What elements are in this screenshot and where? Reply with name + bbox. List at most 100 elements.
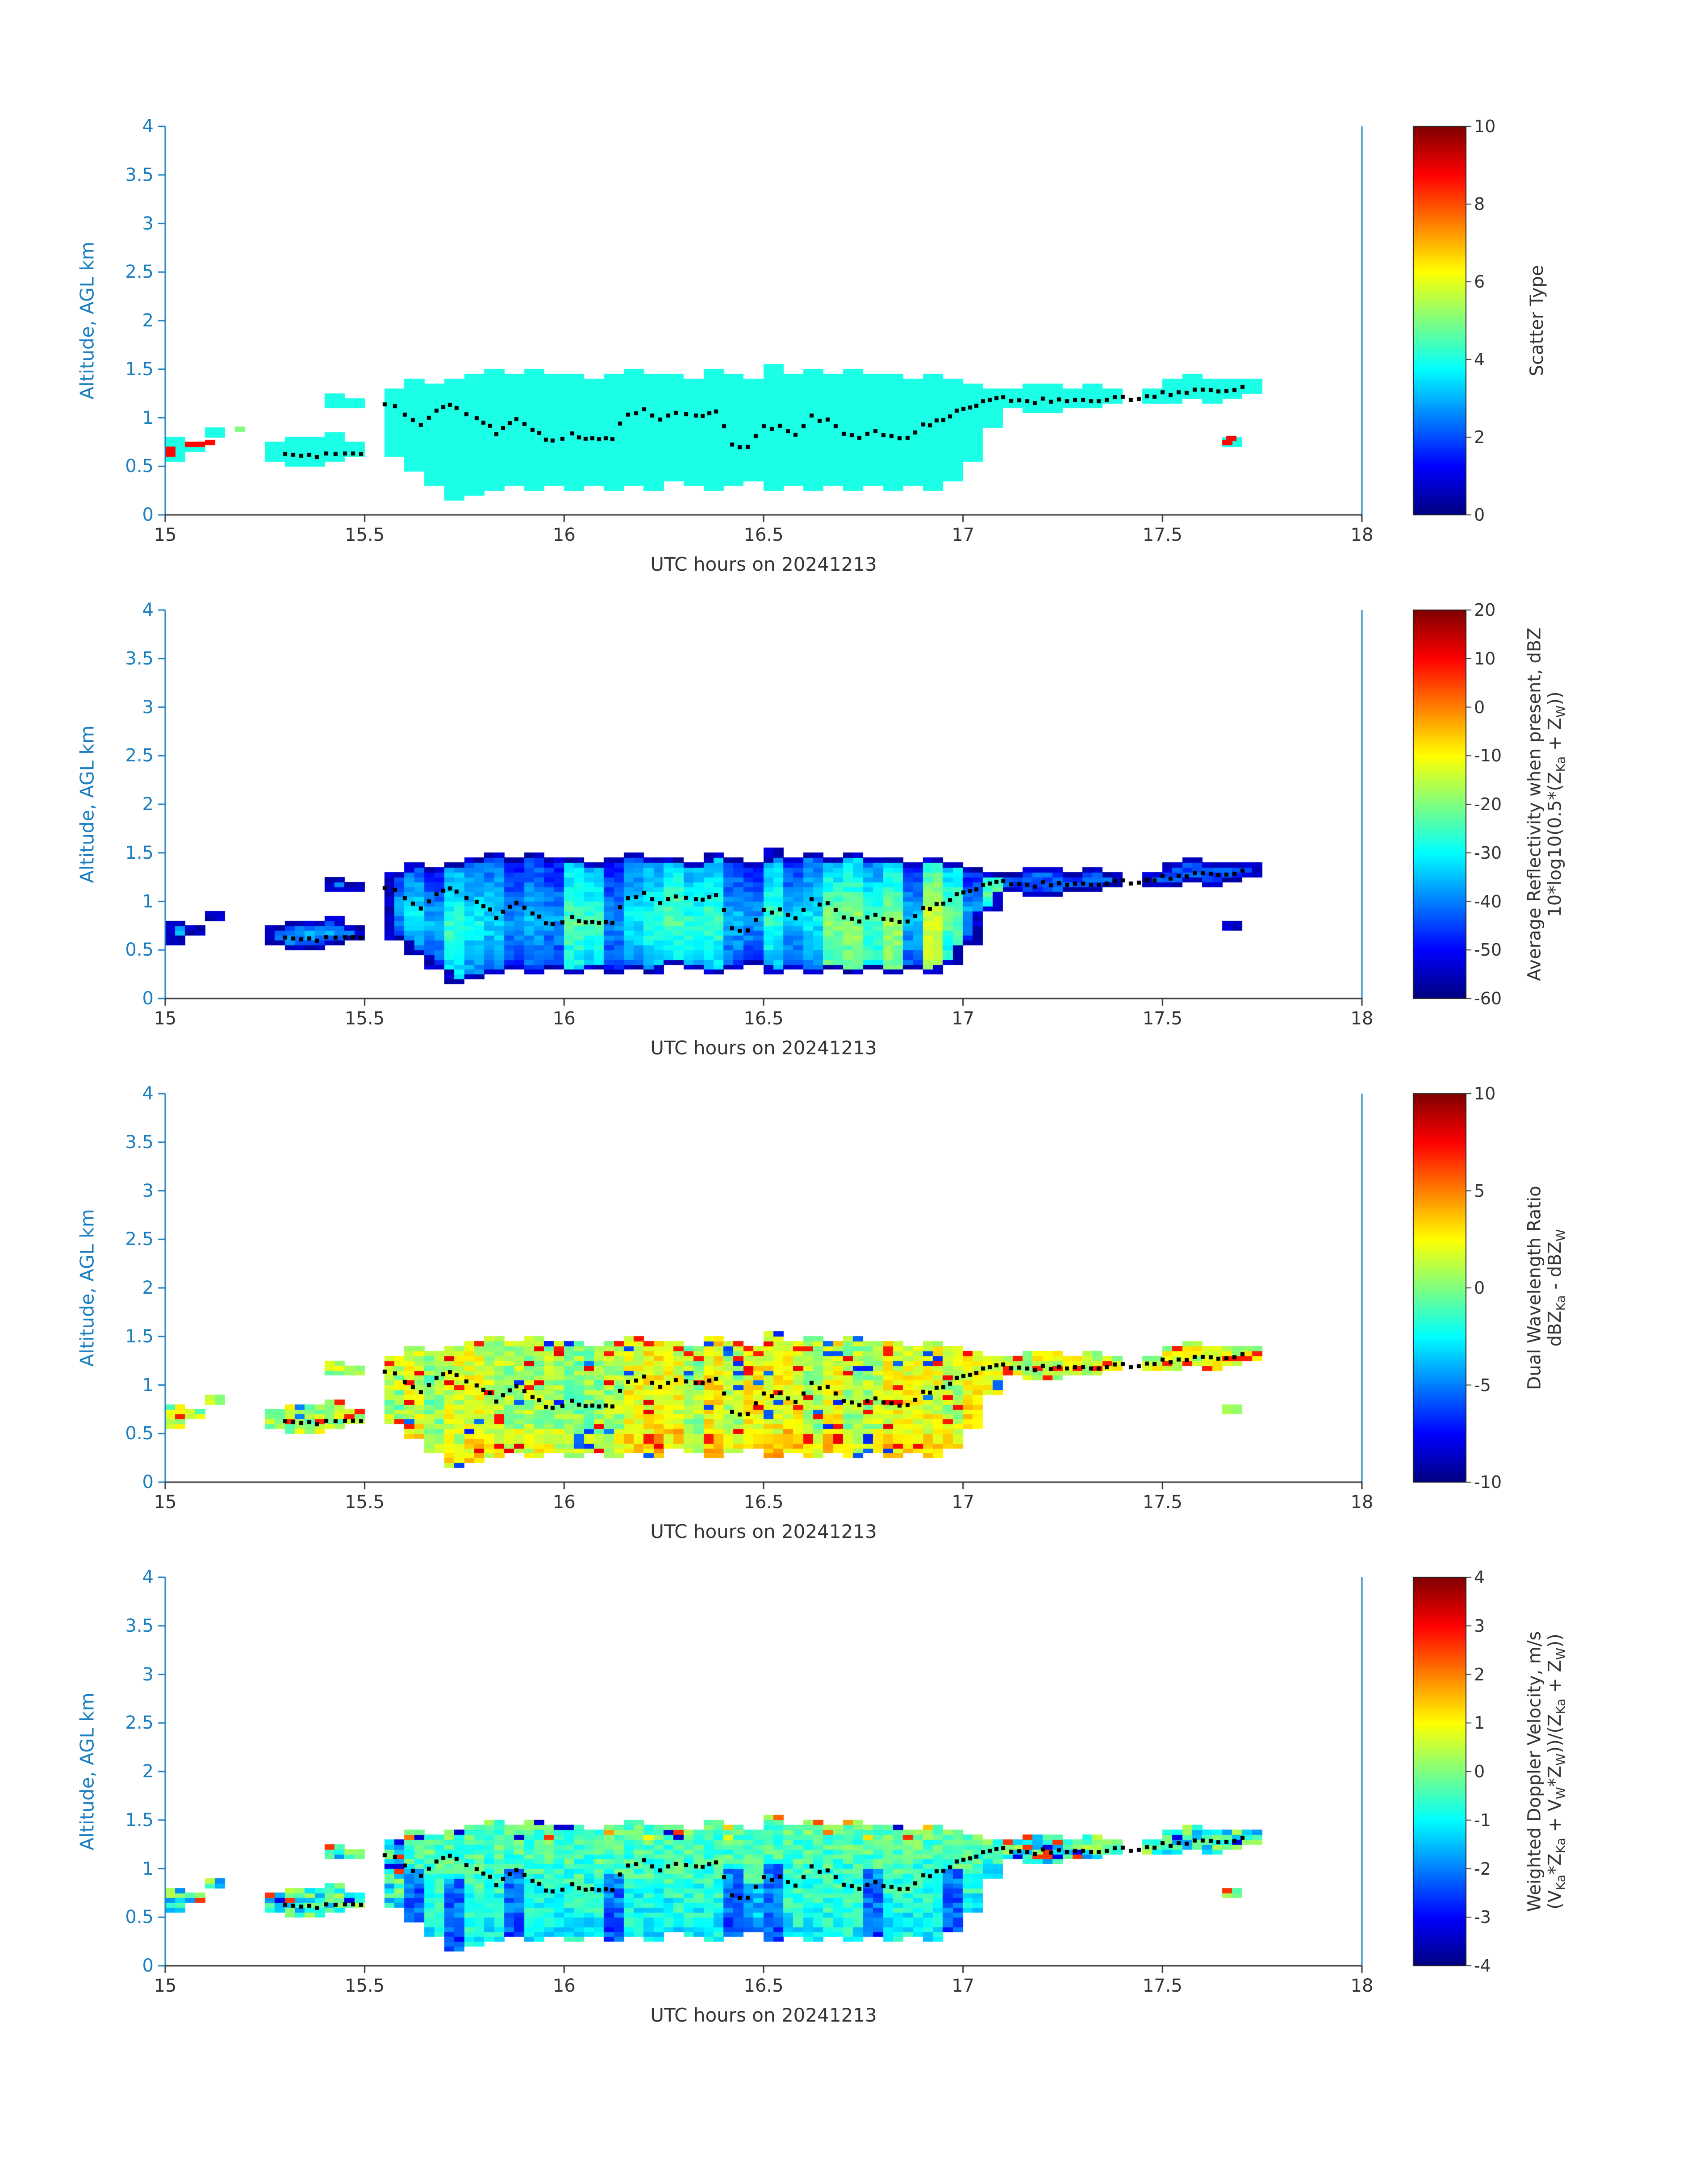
y-axis-label: Altitude, AGL km (76, 725, 98, 883)
x-tick-label: 16 (552, 525, 576, 545)
colorbar-label: Weighted Doppler Velocity, m/s (VKa*ZKa +… (1524, 1631, 1568, 1912)
colorbar-tick-label: -3 (1474, 1907, 1491, 1927)
y-tick-label: 4 (142, 116, 154, 137)
colorbar-tick-label: 10 (1474, 1084, 1496, 1103)
y-tick-label: 4 (142, 1083, 154, 1104)
colorbar-tick-label: 4 (1474, 1567, 1485, 1587)
y-tick-label: 1.5 (125, 1809, 154, 1830)
colorbar-tick-label: 0 (1474, 505, 1485, 525)
y-tick-label: 2 (142, 1278, 154, 1298)
y-axis-label: Altitude, AGL km (76, 1692, 98, 1851)
colorbar-tick-label: -40 (1474, 891, 1502, 911)
x-tick-label: 16 (552, 1976, 576, 1996)
colorbar-tick-label: -30 (1474, 843, 1502, 863)
y-tick-label: 2 (142, 794, 154, 815)
x-tick-label: 17 (952, 525, 975, 545)
y-tick-label: 3 (142, 213, 154, 234)
x-tick-label: 15 (154, 1976, 177, 1996)
x-tick-label: 17.5 (1142, 1976, 1182, 1996)
colorbar-tick-label: 2 (1474, 1664, 1485, 1684)
x-tick-label: 16.5 (743, 1976, 784, 1996)
x-tick-label: 16 (552, 1492, 576, 1513)
colorbar-tick-label: -5 (1474, 1375, 1491, 1395)
colorbar-tick-label: -4 (1474, 1956, 1491, 1976)
colorbar-tick-label: 20 (1474, 600, 1496, 620)
colorbar-tick-label: -10 (1474, 1472, 1502, 1492)
x-tick-label: 16.5 (743, 525, 784, 545)
colorbar-label: Average Reflectivity when present, dBZ 10… (1524, 627, 1568, 981)
x-tick-label: 18 (1350, 525, 1374, 545)
colorbar-tick-label: 0 (1474, 1278, 1485, 1298)
x-tick-label: 15 (154, 1492, 177, 1513)
y-tick-label: 3 (142, 697, 154, 718)
x-tick-label: 17.5 (1142, 525, 1182, 545)
y-tick-label: 1.5 (125, 842, 154, 863)
colorbar-tick-label: -10 (1474, 746, 1502, 766)
x-tick-label: 18 (1350, 1492, 1374, 1513)
colorbar-tick-label: 10 (1474, 648, 1496, 669)
x-tick-label: 15.5 (345, 1008, 385, 1029)
y-tick-label: 0.5 (125, 1423, 154, 1444)
y-tick-label: 3.5 (125, 648, 154, 669)
colorbar-tick-label: 8 (1474, 194, 1485, 214)
y-tick-label: 0.5 (125, 1907, 154, 1928)
x-tick-label: 18 (1350, 1976, 1374, 1996)
x-axis-label: UTC hours on 20241213 (650, 1521, 877, 1542)
y-tick-label: 2.5 (125, 1713, 154, 1734)
colorbar-label: Scatter Type (1527, 265, 1547, 376)
x-tick-label: 17 (952, 1008, 975, 1029)
y-tick-label: 3 (142, 1664, 154, 1685)
colorbar-tick-label: 2 (1474, 427, 1485, 447)
x-tick-label: 15 (154, 525, 177, 545)
y-tick-label: 4 (142, 1567, 154, 1588)
x-tick-label: 15 (154, 1008, 177, 1029)
colorbar-tick-label: -50 (1474, 940, 1502, 960)
y-tick-label: 2.5 (125, 745, 154, 766)
y-tick-label: 3 (142, 1180, 154, 1201)
x-axis-label: UTC hours on 20241213 (650, 1037, 877, 1059)
colorbar-tick-label: 3 (1474, 1616, 1485, 1636)
x-tick-label: 17 (952, 1976, 975, 1996)
y-tick-label: 3.5 (125, 1615, 154, 1636)
y-tick-label: 0 (142, 505, 154, 525)
y-tick-label: 1 (142, 1375, 154, 1396)
colorbar-tick-label: 5 (1474, 1181, 1485, 1201)
colorbar-tick-label: 6 (1474, 272, 1485, 292)
x-tick-label: 16 (552, 1008, 576, 1029)
colorbar-tick-label: 4 (1474, 350, 1485, 369)
colorbar-label: Dual Wavelength Ratio dBZKa - dBZW (1524, 1186, 1568, 1390)
y-tick-label: 1 (142, 891, 154, 912)
y-tick-label: 1.5 (125, 359, 154, 380)
y-tick-label: 3.5 (125, 164, 154, 185)
y-tick-label: 2 (142, 1761, 154, 1782)
y-tick-label: 4 (142, 600, 154, 620)
colorbar-tick-label: 10 (1474, 117, 1496, 136)
y-tick-label: 2 (142, 310, 154, 331)
x-tick-label: 17 (952, 1492, 975, 1513)
y-tick-label: 0 (142, 1472, 154, 1492)
colorbar-tick-label: 1 (1474, 1713, 1485, 1733)
y-tick-label: 0.5 (125, 456, 154, 477)
y-tick-label: 0 (142, 988, 154, 1009)
y-tick-label: 2.5 (125, 262, 154, 283)
y-axis-label: Altitude, AGL km (76, 242, 98, 400)
x-tick-label: 15.5 (345, 1976, 385, 1996)
x-tick-label: 18 (1350, 1008, 1374, 1029)
colorbar-tick-label: -2 (1474, 1859, 1491, 1879)
colorbar-tick-label: -60 (1474, 989, 1502, 1008)
y-tick-label: 2.5 (125, 1229, 154, 1250)
x-tick-label: 16.5 (743, 1492, 784, 1513)
y-tick-label: 1.5 (125, 1326, 154, 1347)
x-axis-label: UTC hours on 20241213 (650, 2004, 877, 2026)
x-tick-label: 16.5 (743, 1008, 784, 1029)
y-axis-label: Altitude, AGL km (76, 1209, 98, 1367)
x-tick-label: 17.5 (1142, 1492, 1182, 1513)
x-tick-label: 15.5 (345, 525, 385, 545)
x-tick-label: 17.5 (1142, 1008, 1182, 1029)
colorbar-tick-label: 0 (1474, 1762, 1485, 1781)
y-tick-label: 1 (142, 407, 154, 428)
y-tick-label: 1 (142, 1858, 154, 1879)
y-tick-label: 0.5 (125, 940, 154, 961)
